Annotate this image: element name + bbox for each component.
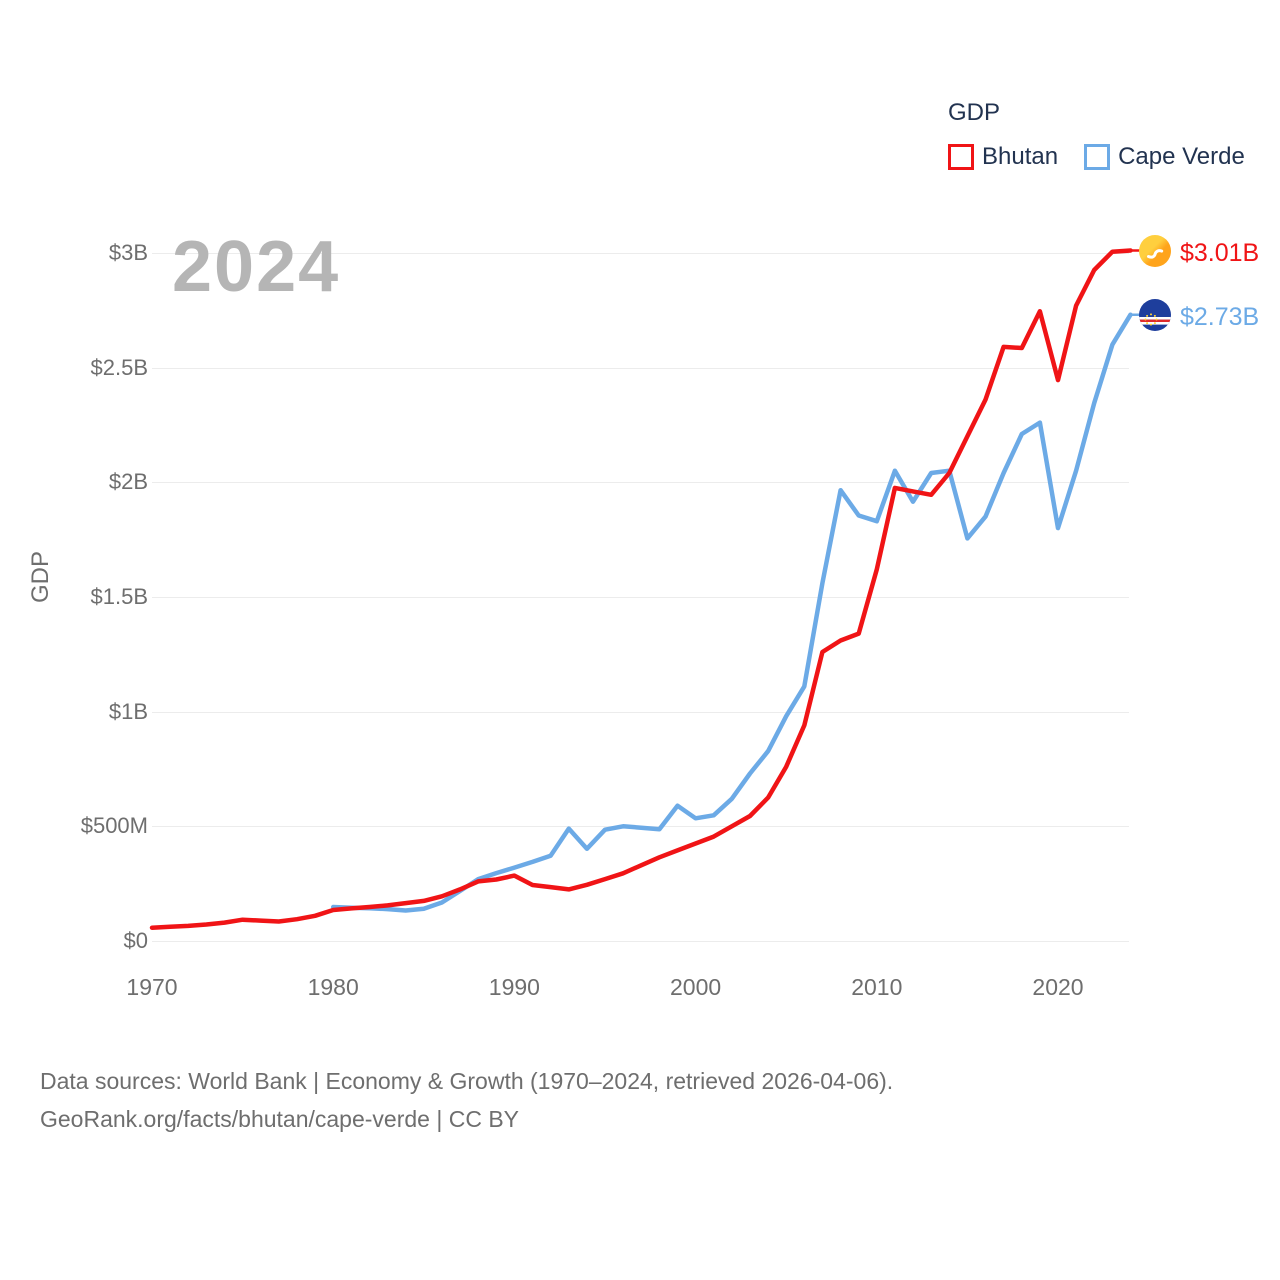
y-tick-label: $2B [108,469,148,495]
gridline-1.5b [152,596,1129,598]
series-line-cape-verde[interactable] [330,312,1133,913]
y-tick-label: $2.5B [90,354,149,380]
x-tick-label: 1970 [126,974,178,1000]
legend-label-bhutan: Bhutan [982,143,1059,170]
legend-item-cape-verde[interactable]: Cape Verde [1084,143,1245,171]
gridline-1b [152,711,1129,713]
y-tick-label: $500M [80,813,148,839]
year-watermark: 2024 [172,227,341,307]
series-line-bhutan[interactable] [149,248,1133,930]
x-tick-label: 1980 [307,974,359,1000]
gridline-2.5b [152,367,1129,369]
y-tick-label: $1.5B [90,583,149,609]
bhutan-series-swatch [948,144,974,170]
bhutan-end-label: $3.01B [1138,234,1259,273]
cape-verde-end-label: $2.73B [1138,298,1259,337]
y-axis-title: GDP [27,551,54,604]
footer-sources: Data sources: World Bank | Economy & Gro… [40,1068,894,1094]
footer: Data sources: World Bank | Economy & Gro… [40,1062,893,1138]
cape-verde-latest-value: $2.73B [1180,303,1260,331]
footer-attribution: GeoRank.org/facts/bhutan/cape-verde | CC… [40,1106,520,1132]
y-tick-label: $3B [108,239,148,265]
gridline-3b [152,252,1129,254]
y-tick-label: $0 [123,928,148,953]
legend-title: GDP [948,99,1001,126]
gridline-0 [152,941,1129,942]
x-tick-label: 1990 [488,974,540,1000]
bhutan-latest-value: $3.01B [1180,239,1260,267]
cape-verde-series-swatch [1084,144,1111,170]
x-tick-label: 2010 [851,974,903,1000]
legend-item-bhutan[interactable]: Bhutan [948,143,1058,171]
gridline-2b [152,482,1129,484]
x-tick-label: 2000 [670,974,722,1000]
cape-verde-flag-icon [1138,298,1172,337]
x-tick-label: 2020 [1032,974,1084,1000]
legend-items: Bhutan Cape Verde [948,143,1245,171]
legend: GDP Bhutan Cape Verde [948,99,1245,171]
y-tick-label: $1B [108,698,148,724]
legend-label-cape-verde: Cape Verde [1118,143,1245,170]
bhutan-flag-icon [1138,234,1172,273]
